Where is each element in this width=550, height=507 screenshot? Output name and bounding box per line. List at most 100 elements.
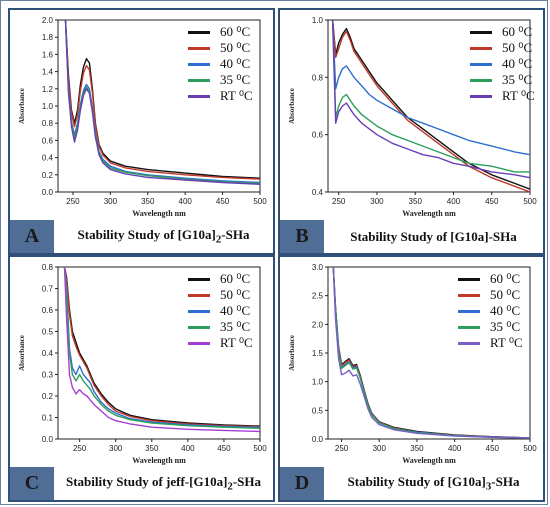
y-tick-label-d: 1.5 (312, 349, 324, 358)
y-tick-label-d: 0.0 (312, 435, 324, 444)
plot-area-b (327, 19, 531, 193)
legend-swatch (188, 78, 210, 82)
y-tick-label-a: 0.4 (42, 154, 54, 163)
y-tick-label-a: 0.8 (42, 119, 54, 128)
legend-label: 40 ⁰C (502, 56, 533, 71)
series-line-a-5 (64, 19, 261, 185)
x-tick-label-b: 500 (523, 197, 537, 206)
chart-b-svg: 250 300 350 400 450 500 0.4 0.6 0.8 1.0 Wavelength… (288, 16, 537, 218)
legend-swatch (188, 30, 210, 34)
legend-label: 50 ⁰C (502, 40, 533, 55)
legend-swatch (458, 293, 480, 297)
legend-label: RT ⁰C (502, 88, 535, 103)
y-tick-label-c: 0.2 (42, 392, 54, 401)
x-tick-label-a: 250 (66, 197, 80, 206)
series-line-a-2 (64, 19, 261, 180)
x-tick-label-c: 450 (217, 444, 231, 453)
y-tick-label-a: 1.0 (42, 102, 54, 111)
y-axis-label-a: Absorbance (18, 88, 26, 124)
chart-a-svg: 250 300 350 400 450 500 0.0 0.2 0.4 0.6 0.8 1.0 1.2 1… (18, 16, 267, 218)
caption-d: D Stability Study of [G10a]3-SHa (280, 467, 543, 500)
y-tick-label-b: 0.4 (312, 188, 324, 197)
panel-a: 250 300 350 400 450 500 0.0 0.2 0.4 0.6 0.8 1.0 1.2 1… (8, 8, 275, 255)
legend-entry-a-5: RT ⁰C (188, 88, 253, 104)
x-axis-label-d: Wavelength nm (402, 456, 456, 465)
x-tick-label-d: 350 (410, 444, 424, 453)
y-tick-label-a: 1.8 (42, 33, 54, 42)
x-tick-label-b: 450 (485, 197, 499, 206)
y-tick-label-d: 0.5 (312, 406, 324, 415)
legend-label: 40 ⁰C (220, 303, 251, 318)
panel-c: 250 300 350 400 450 500 0.0 0.1 0.2 0.3 0.4 0.5 0.6 0… (8, 255, 275, 502)
legend-entry-b-2: 50 ⁰C (470, 40, 535, 56)
series-line-c-2 (63, 266, 261, 428)
y-tick-label-c: 0.4 (42, 349, 54, 358)
x-tick-label-a: 400 (179, 197, 193, 206)
legend-label: 50 ⁰C (220, 40, 251, 55)
series-line-b-3 (331, 19, 531, 156)
legend-entry-d-3: 40 ⁰C (458, 303, 523, 319)
y-axis-label-c: Absorbance (18, 335, 26, 371)
legend-swatch (188, 309, 210, 313)
legend-swatch (188, 46, 210, 50)
legend-entry-a-2: 50 ⁰C (188, 40, 253, 56)
legend-label: RT ⁰C (490, 335, 523, 350)
x-tick-label-b: 400 (447, 197, 461, 206)
legend-label: 60 ⁰C (490, 271, 521, 286)
y-tick-label-a: 0.0 (42, 188, 54, 197)
legend-entry-a-1: 60 ⁰C (188, 24, 253, 40)
x-tick-label-a: 300 (104, 197, 118, 206)
legend-swatch (188, 293, 210, 297)
x-tick-label-a: 450 (216, 197, 230, 206)
legend-entry-b-4: 35 ⁰C (470, 72, 535, 88)
legend-label: 35 ⁰C (502, 72, 533, 87)
x-tick-label-c: 350 (145, 444, 159, 453)
y-axis-label-d: Absorbance (288, 335, 296, 371)
legend-entry-b-1: 60 ⁰C (470, 24, 535, 40)
legend-label: 40 ⁰C (490, 303, 521, 318)
x-tick-label-a: 350 (141, 197, 155, 206)
legend-swatch (470, 94, 492, 98)
legend-entry-c-4: 35 ⁰C (188, 319, 253, 335)
legend-b: 60 ⁰C 50 ⁰C 40 ⁰C 35 ⁰C RT ⁰C (470, 24, 535, 104)
legend-swatch (458, 309, 480, 313)
x-tick-label-d: 450 (486, 444, 500, 453)
legend-entry-c-5: RT ⁰C (188, 335, 253, 351)
series-line-c-3 (63, 266, 261, 429)
legend-label: 35 ⁰C (220, 72, 251, 87)
y-tick-label-c: 0.3 (42, 371, 54, 380)
legend-label: 40 ⁰C (220, 56, 251, 71)
legend-entry-b-3: 40 ⁰C (470, 56, 535, 72)
x-tick-label-d: 300 (373, 444, 387, 453)
legend-label: 60 ⁰C (220, 24, 251, 39)
y-tick-label-c: 0.5 (42, 328, 54, 337)
y-tick-label-d: 1.0 (312, 378, 324, 387)
legend-entry-c-2: 50 ⁰C (188, 287, 253, 303)
legend-entry-a-3: 40 ⁰C (188, 56, 253, 72)
y-tick-label-b: 0.6 (312, 131, 324, 140)
legend-swatch (188, 325, 210, 329)
y-tick-label-a: 1.6 (42, 50, 54, 59)
legend-label: 35 ⁰C (220, 319, 251, 334)
y-tick-label-a: 0.6 (42, 136, 54, 145)
legend-entry-d-4: 35 ⁰C (458, 319, 523, 335)
legend-entry-c-3: 40 ⁰C (188, 303, 253, 319)
y-tick-label-c: 0.6 (42, 306, 54, 315)
legend-c: 60 ⁰C 50 ⁰C 40 ⁰C 35 ⁰C RT ⁰C (188, 271, 253, 351)
legend-d: 60 ⁰C 50 ⁰C 40 ⁰C 35 ⁰C RT ⁰C (458, 271, 523, 351)
x-tick-label-d: 400 (448, 444, 462, 453)
y-tick-label-c: 0.7 (42, 285, 54, 294)
legend-label: 60 ⁰C (502, 24, 533, 39)
x-tick-label-d: 500 (523, 444, 537, 453)
y-tick-label-d: 2.0 (312, 320, 324, 329)
y-tick-label-c: 0.1 (42, 414, 54, 423)
series-line-d-5 (332, 266, 531, 439)
legend-swatch (470, 30, 492, 34)
series-line-c-5 (63, 266, 261, 433)
legend-label: 50 ⁰C (220, 287, 251, 302)
x-tick-label-c: 400 (181, 444, 195, 453)
y-axis-label-b: Absorbance (288, 88, 296, 124)
y-tick-label-c: 0.0 (42, 435, 54, 444)
panel-d: 250 300 350 400 450 500 0.0 0.5 1.0 1.5 2.0 2.5 3.0 W… (278, 255, 545, 502)
